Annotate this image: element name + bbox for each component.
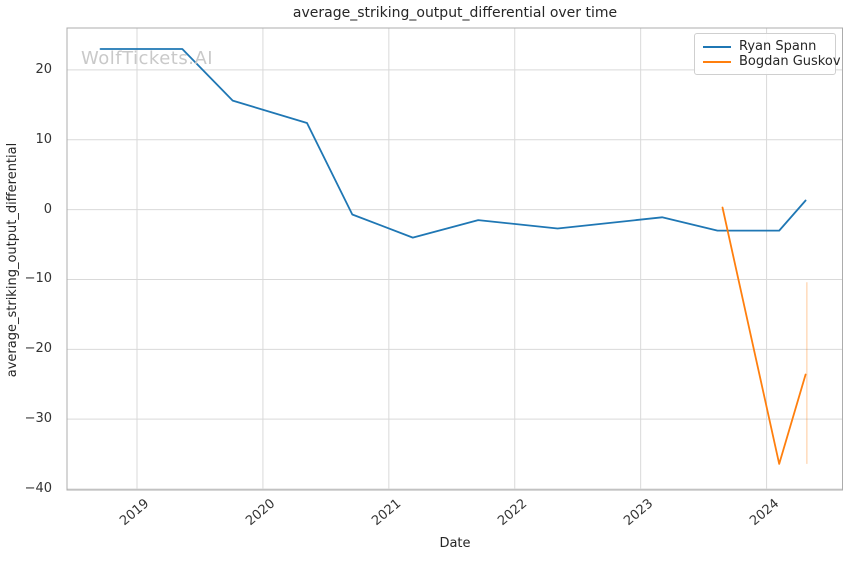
- x-axis-label: Date: [439, 536, 471, 551]
- legend-line-swatch-blue: [703, 45, 731, 48]
- series-line-bogdan-guskov: [721, 206, 807, 465]
- legend-entry: Bogdan Guskov: [703, 54, 841, 69]
- legend-label: Bogdan Guskov: [739, 54, 841, 69]
- legend-line-swatch-orange: [703, 60, 731, 63]
- chart-title: average_striking_output_differential ove…: [292, 5, 618, 21]
- y-tick-label: −40: [24, 481, 52, 497]
- y-tick-label: −30: [24, 411, 52, 427]
- watermark: WolfTickets.AI: [81, 48, 214, 69]
- y-tick-label: 20: [35, 61, 52, 77]
- y-tick-label: −10: [24, 271, 52, 287]
- legend-label: Ryan Spann: [739, 39, 817, 54]
- y-tick-label: 0: [43, 201, 52, 217]
- plot-spines: [66, 27, 843, 491]
- legend-entry: Ryan Spann: [703, 39, 827, 54]
- y-tick-label: −20: [24, 341, 52, 357]
- legend: Ryan Spann Bogdan Guskov: [694, 33, 841, 75]
- y-tick-label: 10: [35, 131, 52, 147]
